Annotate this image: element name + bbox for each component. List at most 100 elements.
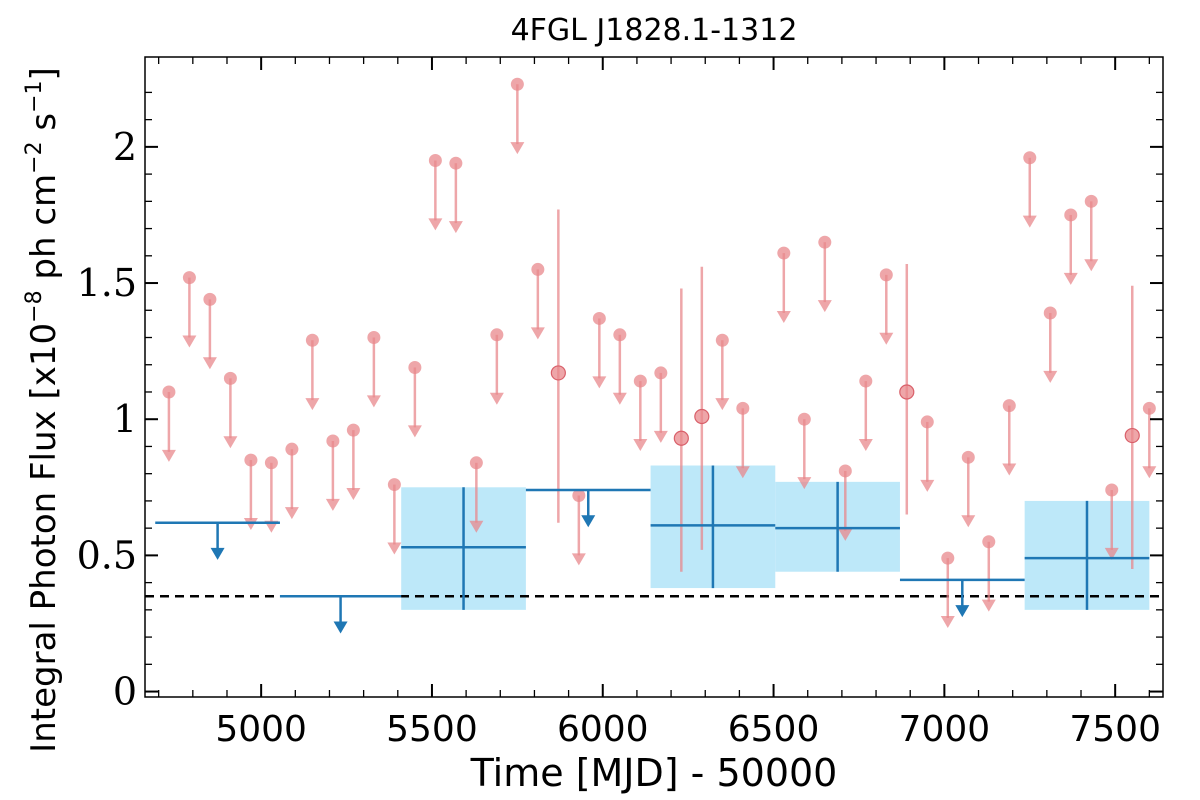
- monthly-ul-arrow: [243, 517, 258, 530]
- y-axis-label: Integral Photon Flux [x10−8 ph cm−2 s−1]: [22, 67, 64, 753]
- monthly-detection-point: [694, 408, 710, 425]
- monthly-ul-arrow: [448, 221, 463, 234]
- monthly-ul-arrow: [633, 439, 648, 451]
- monthly-ul-point: [305, 333, 319, 347]
- y-tick-label: 0: [113, 670, 137, 714]
- monthly-ul-point: [244, 453, 258, 467]
- x-axis-label: Time [MJD] - 50000: [470, 751, 838, 795]
- monthly-ul-point: [1002, 399, 1016, 413]
- monthly-ul-arrow: [469, 520, 484, 533]
- yearly-ul-arrow: [581, 515, 596, 528]
- monthly-ul-point: [797, 412, 811, 426]
- monthly-ul-arrow: [1002, 463, 1017, 476]
- monthly-detection-point: [550, 365, 566, 381]
- monthly-ul-arrow: [1043, 370, 1058, 383]
- monthly-ul-point: [715, 333, 729, 347]
- monthly-ul-point: [326, 434, 340, 448]
- monthly-ul-point: [449, 156, 463, 170]
- monthly-ul-arrow: [530, 327, 545, 340]
- monthly-ul-arrow: [858, 439, 873, 451]
- y-tick-label: 2: [113, 125, 137, 169]
- monthly-ul-point: [838, 464, 852, 478]
- y-tick-label: 0.5: [77, 533, 137, 577]
- monthly-ul-point: [654, 366, 668, 380]
- monthly-ul-point: [859, 374, 873, 388]
- monthly-ul-arrow: [981, 599, 996, 612]
- yearly-ul-arrow: [333, 621, 348, 634]
- monthly-ul-arrow: [653, 430, 668, 443]
- monthly-ul-point: [428, 153, 442, 167]
- monthly-ul-point: [223, 371, 237, 385]
- y-axis-label-mid: ph cm: [24, 174, 64, 291]
- monthly-ul-arrow: [161, 449, 176, 462]
- monthly-detection-point: [673, 430, 689, 446]
- x-tick-label: 6000: [557, 709, 649, 750]
- monthly-ul-point: [264, 456, 278, 470]
- monthly-ul-arrow: [305, 398, 320, 411]
- monthly-ul-arrow: [592, 376, 607, 389]
- y-tick-label: 1.5: [77, 261, 137, 305]
- monthly-ul-point: [879, 268, 893, 282]
- monthly-ul-point: [367, 331, 381, 345]
- plot-area: 5000 5500 6000 6500 7000 7500 0 0.5 1 1.5 2: [77, 56, 1164, 750]
- y-axis-label-s: s: [24, 113, 64, 142]
- monthly-ul-point: [818, 235, 832, 249]
- monthly-ul-arrow: [202, 357, 217, 370]
- monthly-ul-point: [1064, 208, 1078, 222]
- monthly-ul-point: [572, 488, 586, 502]
- x-tick-label: 5000: [215, 709, 307, 750]
- monthly-ul-arrow: [428, 218, 443, 231]
- monthly-ul-point: [1105, 483, 1119, 497]
- monthly-ul-arrow: [735, 466, 750, 479]
- monthly-ul-arrow: [612, 392, 627, 405]
- monthly-ul-point: [592, 311, 606, 325]
- monthly-ul-arrow: [325, 498, 340, 511]
- yearly-ul-arrow: [210, 547, 225, 560]
- y-tick-label: 1: [113, 397, 137, 441]
- monthly-ul-point: [961, 450, 975, 464]
- monthly-ul-point: [182, 271, 196, 285]
- monthly-ul-arrow: [571, 553, 586, 566]
- monthly-ul-arrow: [1022, 215, 1037, 228]
- monthly-ul-point: [285, 442, 299, 456]
- monthly-ul-point: [982, 535, 996, 549]
- monthly-ul-arrow: [284, 507, 299, 520]
- monthly-ul-arrow: [387, 542, 402, 555]
- monthly-ul-arrow: [407, 425, 422, 438]
- monthly-ul-arrow: [366, 395, 381, 408]
- monthly-detection-point: [899, 384, 915, 400]
- x-tick-label: 7000: [899, 709, 991, 750]
- monthly-ul-point: [736, 401, 750, 415]
- monthly-ul-point: [162, 385, 176, 399]
- monthly-ul-point: [941, 551, 955, 565]
- x-tick-label: 5500: [386, 709, 478, 750]
- x-tick-label: 7500: [1069, 709, 1161, 750]
- monthly-ul-arrow: [1142, 466, 1157, 479]
- monthly-ul-point: [633, 374, 647, 388]
- monthly-ul-point: [490, 328, 504, 342]
- monthly-ul-arrow: [838, 528, 853, 541]
- monthly-ul-arrow: [797, 477, 812, 490]
- chart-title: 4FGL J1828.1-1312: [511, 13, 798, 48]
- monthly-ul-point: [613, 328, 627, 342]
- monthly-ul-point: [387, 478, 401, 492]
- monthly-ul-arrow: [510, 142, 525, 155]
- monthly-ul-arrow: [961, 515, 976, 528]
- monthly-ul-point: [531, 262, 545, 276]
- monthly-ul-arrow: [1063, 272, 1078, 285]
- monthly-ul-point: [920, 415, 934, 429]
- monthly-ul-point: [1142, 401, 1156, 415]
- monthly-ul-arrow: [346, 488, 361, 501]
- monthly-ul-point: [1043, 306, 1057, 320]
- y-axis-label-end: ]: [24, 67, 64, 80]
- monthly-ul-point: [1023, 151, 1037, 165]
- y-axis-label-main: Integral Photon Flux [x10: [24, 323, 64, 753]
- y-axis-label-exp2: −2: [22, 141, 47, 173]
- monthly-ul-point: [510, 77, 524, 91]
- y-axis-label-exp1: −8: [22, 290, 47, 322]
- monthly-ul-point: [346, 423, 360, 437]
- monthly-ul-arrow: [1084, 259, 1099, 272]
- monthly-ul-arrow: [1104, 547, 1119, 560]
- monthly-ul-arrow: [489, 392, 504, 405]
